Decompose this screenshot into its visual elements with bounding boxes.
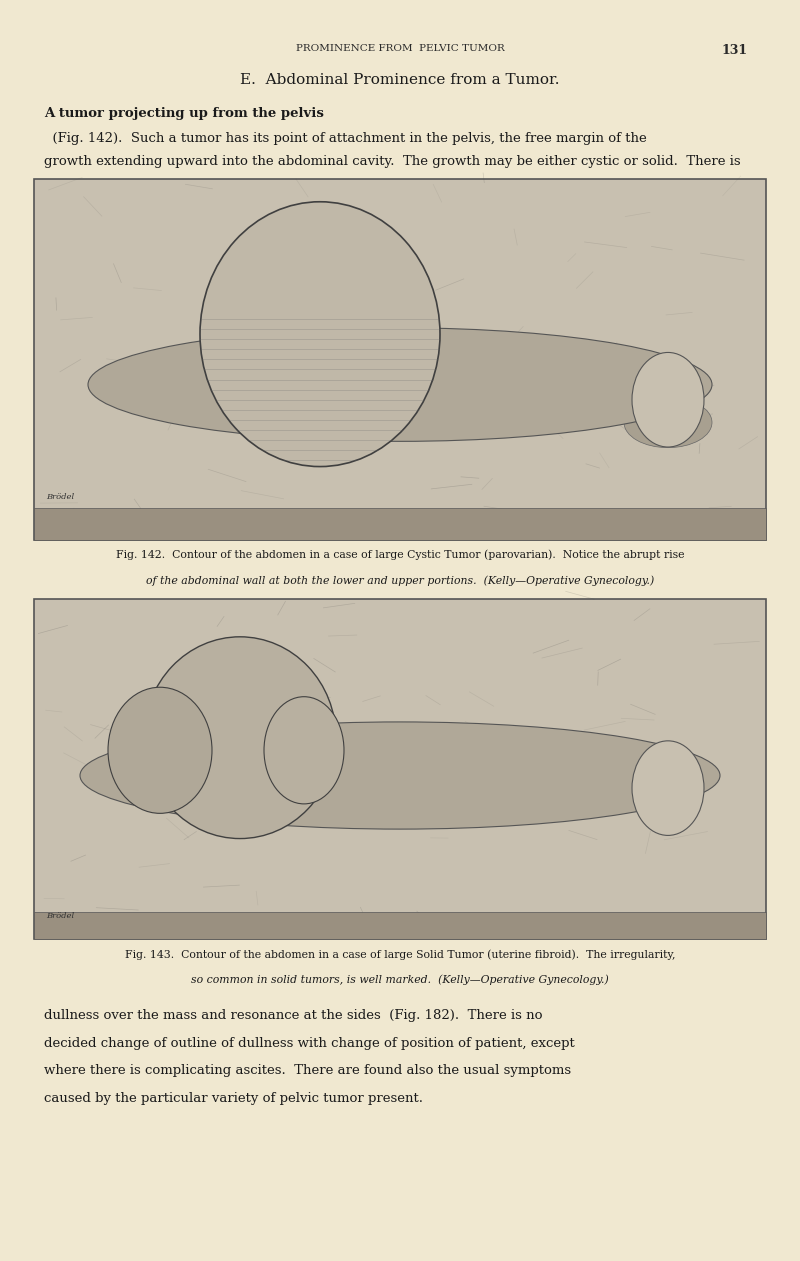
Ellipse shape <box>632 352 704 448</box>
Text: 131: 131 <box>722 44 748 57</box>
Ellipse shape <box>264 696 344 805</box>
Text: E.  Abdominal Prominence from a Tumor.: E. Abdominal Prominence from a Tumor. <box>240 73 560 87</box>
Text: Brödel: Brödel <box>46 912 74 921</box>
Bar <box>34 508 766 540</box>
Text: A tumor projecting up from the pelvis: A tumor projecting up from the pelvis <box>44 107 324 120</box>
Text: Fig. 143.  Contour of the abdomen in a case of large Solid Tumor (uterine fibroi: Fig. 143. Contour of the abdomen in a ca… <box>125 950 675 960</box>
Text: of the abdominal wall at both the lower and upper portions.  (Kelly—Operative Gy: of the abdominal wall at both the lower … <box>146 575 654 585</box>
Bar <box>34 912 766 939</box>
Bar <box>34 599 766 939</box>
Text: caused by the particular variety of pelvic tumor present.: caused by the particular variety of pelv… <box>44 1092 423 1105</box>
Ellipse shape <box>632 740 704 836</box>
Text: growth extending upward into the abdominal cavity.  The growth may be either cys: growth extending upward into the abdomin… <box>44 155 741 168</box>
Text: decided change of outline of dullness with change of position of patient, except: decided change of outline of dullness wi… <box>44 1037 574 1049</box>
Text: Brödel: Brödel <box>46 493 74 502</box>
Text: (Fig. 142).  Such a tumor has its point of attachment in the pelvis, the free ma: (Fig. 142). Such a tumor has its point o… <box>44 132 646 145</box>
Ellipse shape <box>144 637 336 839</box>
Text: Fig. 142.  Contour of the abdomen in a case of large Cystic Tumor (parovarian). : Fig. 142. Contour of the abdomen in a ca… <box>116 550 684 560</box>
Ellipse shape <box>200 202 440 467</box>
Ellipse shape <box>88 328 712 441</box>
Bar <box>34 179 766 540</box>
Text: so common in solid tumors, is well marked.  (Kelly—Operative Gynecology.): so common in solid tumors, is well marke… <box>191 975 609 985</box>
Text: PROMINENCE FROM  PELVIC TUMOR: PROMINENCE FROM PELVIC TUMOR <box>296 44 504 53</box>
Text: where there is complicating ascites.  There are found also the usual symptoms: where there is complicating ascites. The… <box>44 1064 571 1077</box>
Ellipse shape <box>624 397 712 448</box>
Text: dullness over the mass and resonance at the sides  (Fig. 182).  There is no: dullness over the mass and resonance at … <box>44 1009 542 1021</box>
Ellipse shape <box>108 687 212 813</box>
Ellipse shape <box>80 721 720 830</box>
